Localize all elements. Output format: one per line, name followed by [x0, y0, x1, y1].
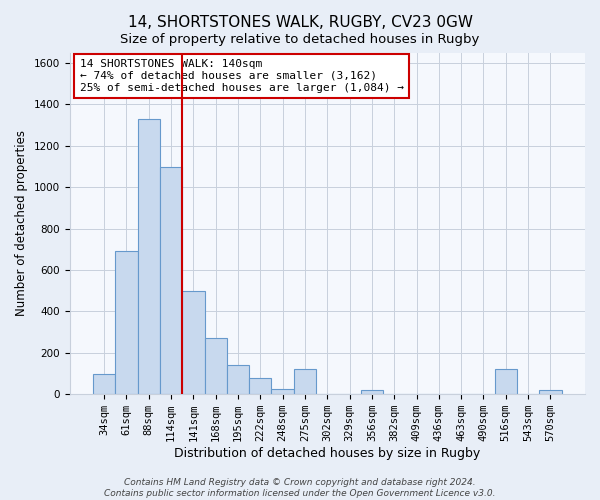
Bar: [294, 370, 316, 394]
Bar: [361, 390, 383, 394]
Bar: [137, 119, 160, 394]
Bar: [249, 378, 271, 394]
Bar: [182, 290, 205, 394]
Bar: [539, 390, 562, 394]
Text: 14 SHORTSTONES WALK: 140sqm
← 74% of detached houses are smaller (3,162)
25% of : 14 SHORTSTONES WALK: 140sqm ← 74% of det…: [80, 60, 404, 92]
Bar: [205, 338, 227, 394]
Text: Contains HM Land Registry data © Crown copyright and database right 2024.
Contai: Contains HM Land Registry data © Crown c…: [104, 478, 496, 498]
Bar: [93, 374, 115, 394]
Y-axis label: Number of detached properties: Number of detached properties: [15, 130, 28, 316]
Bar: [115, 252, 137, 394]
Bar: [271, 389, 294, 394]
Text: Size of property relative to detached houses in Rugby: Size of property relative to detached ho…: [121, 32, 479, 46]
X-axis label: Distribution of detached houses by size in Rugby: Distribution of detached houses by size …: [174, 447, 481, 460]
Bar: [160, 168, 182, 394]
Text: 14, SHORTSTONES WALK, RUGBY, CV23 0GW: 14, SHORTSTONES WALK, RUGBY, CV23 0GW: [128, 15, 473, 30]
Bar: [227, 365, 249, 394]
Bar: [494, 370, 517, 394]
